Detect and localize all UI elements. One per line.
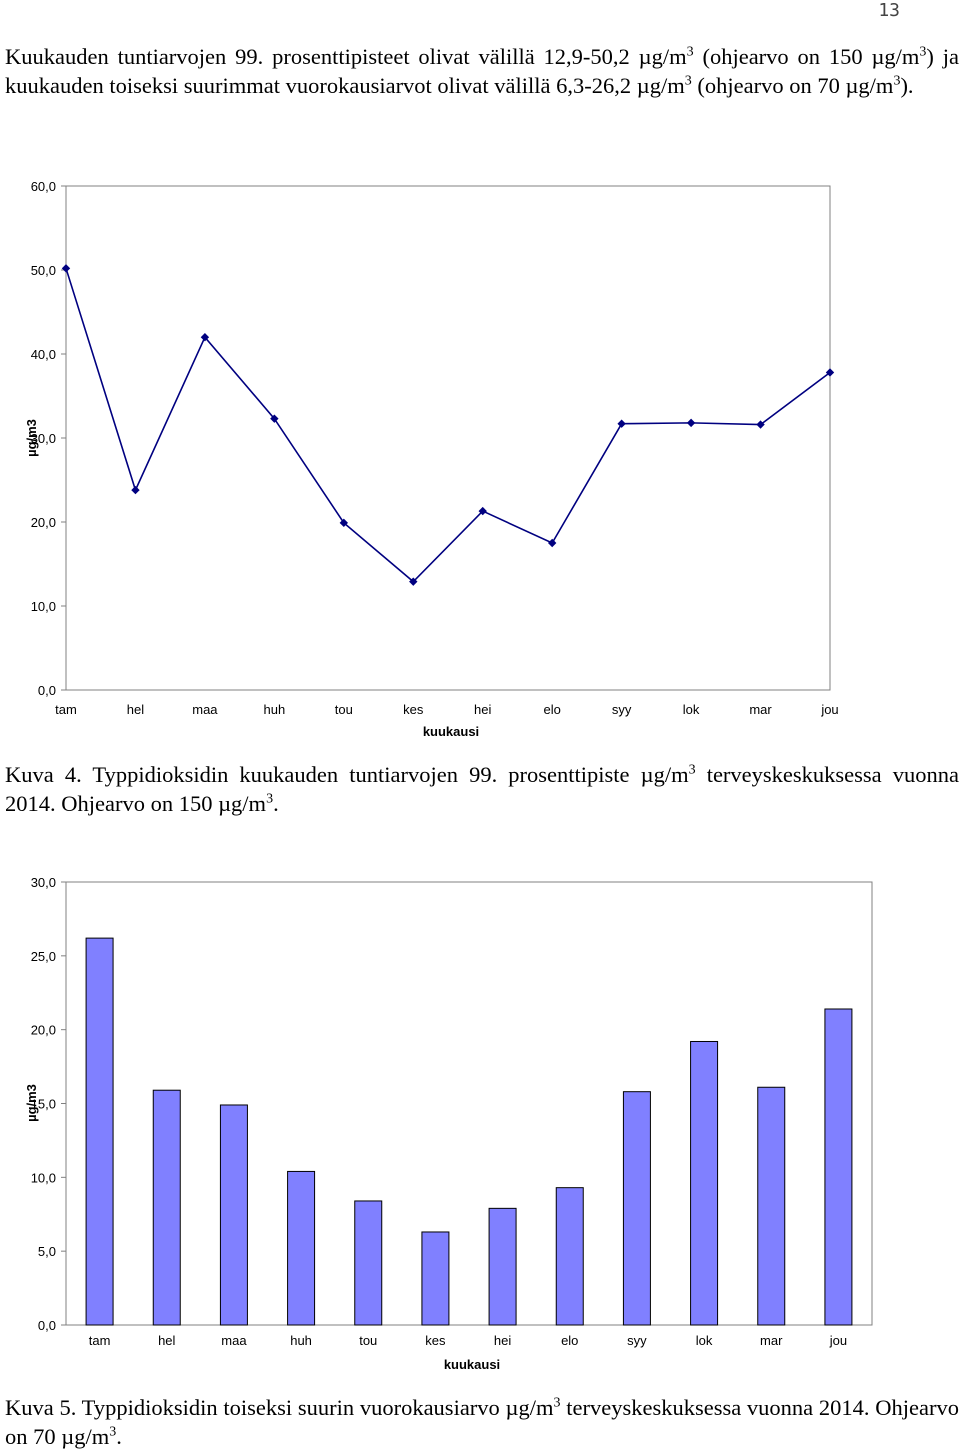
x-tick-label: huh [264, 702, 286, 717]
bar [690, 1040, 719, 1326]
page-number: 13 [878, 0, 900, 21]
data-point-marker [61, 264, 71, 273]
series-line [65, 268, 831, 583]
x-tick-label: kes [403, 702, 424, 717]
y-tick-label: 0,0 [38, 683, 56, 698]
x-axis-title: kuukausi [444, 1357, 500, 1372]
x-axis-title: kuukausi [423, 724, 479, 739]
y-tick-label: 60,0 [31, 179, 56, 194]
y-tick-label: 20,0 [31, 1023, 56, 1038]
x-tick-label: syy [627, 1333, 647, 1348]
data-point-marker [270, 414, 279, 423]
bar [354, 1200, 383, 1326]
data-point-marker [617, 419, 626, 428]
data-point-marker [825, 368, 835, 377]
x-tick-label: tam [55, 702, 77, 717]
x-tick-label: maa [192, 702, 218, 717]
x-tick-label: huh [290, 1333, 312, 1348]
data-point-marker [131, 485, 140, 495]
x-tick-label: elo [561, 1333, 578, 1348]
bar-chart-daily-second-highest: 0,0 5,0 10,0 15,0 20,0 25,0 30,0 tam hel maa huh t… [24, 875, 873, 1372]
data-point-marker [409, 577, 418, 586]
bar [421, 1231, 450, 1326]
x-tick-label: jou [829, 1333, 847, 1348]
x-tick-label: mar [760, 1333, 783, 1348]
x-tick-label: hei [474, 702, 491, 717]
y-tick-label: 10,0 [31, 599, 56, 614]
bar [555, 1187, 584, 1326]
x-tick-label: lok [696, 1333, 713, 1348]
x-tick-label: hel [127, 702, 144, 717]
bar [757, 1086, 786, 1326]
y-tick-label: 30,0 [31, 875, 56, 890]
intro-paragraph: Kuukauden tuntiarvojen 99. prosenttipist… [5, 44, 959, 98]
data-point-marker [756, 420, 765, 429]
data-point-marker [686, 418, 696, 428]
figure-5-caption: Kuva 5. Typpidioksidin toiseksi suurin v… [5, 1395, 959, 1449]
y-tick-label: 40,0 [31, 347, 56, 362]
y-tick-label: 25,0 [31, 949, 56, 964]
x-tick-label: lok [683, 702, 700, 717]
x-tick-label: kes [425, 1333, 446, 1348]
line-chart-hourly-percentile: 0,0 10,0 20,0 30,0 40,0 50,0 60,0 tam hel maa huh… [24, 179, 839, 739]
plot-area-frame [65, 185, 831, 691]
y-axis-title: µg/m3 [24, 419, 39, 457]
data-point-marker [547, 538, 557, 548]
data-point-marker [200, 333, 210, 342]
bar [488, 1207, 517, 1326]
x-tick-label: jou [820, 702, 838, 717]
bar [152, 1089, 181, 1326]
x-tick-label: hei [494, 1333, 511, 1348]
y-tick-label: 30,0 [31, 431, 56, 446]
x-tick-label: syy [612, 702, 632, 717]
bar [622, 1091, 651, 1326]
y-axis-title: µg/m3 [24, 1084, 39, 1122]
y-tick-label: 10,0 [31, 1170, 56, 1185]
y-tick-label: 15,0 [31, 1097, 56, 1112]
x-tick-label: tou [359, 1333, 377, 1348]
y-tick-label: 20,0 [31, 515, 56, 530]
bar [219, 1104, 248, 1326]
bar [85, 937, 114, 1326]
y-tick-label: 5,0 [38, 1244, 56, 1259]
data-point-marker [478, 506, 487, 516]
figure-4-caption: Kuva 4. Typpidioksidin kuukauden tuntiar… [5, 762, 959, 816]
y-tick-label: 50,0 [31, 263, 56, 278]
x-tick-label: tam [89, 1333, 111, 1348]
y-tick-label: 0,0 [38, 1318, 56, 1333]
x-tick-label: mar [749, 702, 772, 717]
x-tick-label: maa [221, 1333, 247, 1348]
plot-area-frame [65, 881, 873, 1326]
bar [287, 1170, 316, 1326]
x-tick-label: tou [335, 702, 353, 717]
x-tick-label: hel [158, 1333, 175, 1348]
bar [824, 1008, 853, 1326]
x-tick-label: elo [544, 702, 561, 717]
